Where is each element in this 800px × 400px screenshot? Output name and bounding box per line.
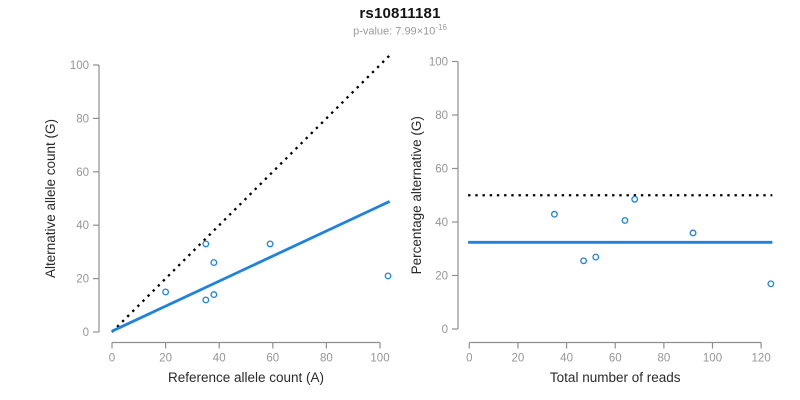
y-axis-title: Percentage alternative (G)	[409, 116, 424, 274]
y-tick-label: 100	[429, 57, 448, 69]
x-tick-label: 100	[703, 353, 722, 365]
x-tick-label: 40	[213, 353, 226, 365]
y-tick-label: 80	[76, 113, 89, 125]
y-tick-label: 20	[435, 271, 448, 283]
data-point	[202, 296, 210, 304]
y-tick-label: 40	[435, 217, 448, 229]
x-tick-label: 20	[159, 353, 172, 365]
y-tick-label: 0	[83, 327, 89, 339]
data-point	[266, 240, 274, 248]
y-tick-label: 40	[76, 220, 89, 232]
data-point	[592, 253, 600, 261]
x-tick-label: 100	[370, 353, 389, 365]
x-tick-label: 40	[560, 353, 573, 365]
data-point	[210, 291, 218, 299]
pvalue-text: p-value: 7.99×10	[353, 25, 436, 38]
x-tick-label: 0	[109, 353, 115, 365]
y-tick-label: 60	[76, 167, 89, 179]
data-point	[767, 280, 775, 288]
data-point	[621, 216, 629, 224]
pvalue-exponent: -16	[435, 23, 447, 32]
data-point	[210, 259, 218, 267]
data-point	[162, 288, 170, 296]
x-axis-title: Total number of reads	[550, 370, 681, 385]
y-tick-label: 80	[435, 110, 448, 122]
plot-subtitle: p-value: 7.99×10-16	[0, 23, 800, 38]
y-tick-label: 60	[435, 164, 448, 176]
x-tick-label: 60	[266, 353, 279, 365]
x-tick-label: 120	[752, 353, 771, 365]
x-tick-label: 20	[512, 353, 525, 365]
y-tick-label: 100	[70, 60, 89, 72]
x-tick-label: 60	[609, 353, 622, 365]
data-point	[580, 257, 588, 265]
plot-title: rs10811181	[359, 5, 441, 22]
data-point	[384, 272, 392, 280]
fit-line	[111, 200, 391, 333]
x-axis-title: Reference allele count (A)	[168, 370, 324, 385]
data-point	[631, 195, 639, 203]
data-point	[202, 240, 210, 248]
x-tick-label: 80	[657, 353, 670, 365]
x-tick-label: 0	[466, 353, 472, 365]
y-tick-label: 0	[442, 324, 448, 336]
data-point	[550, 210, 558, 218]
y-axis-title: Alternative allele count (G)	[43, 119, 58, 278]
y-tick-label: 20	[76, 274, 89, 286]
x-tick-label: 80	[320, 353, 333, 365]
data-point	[689, 229, 697, 237]
identity-line	[111, 53, 392, 333]
